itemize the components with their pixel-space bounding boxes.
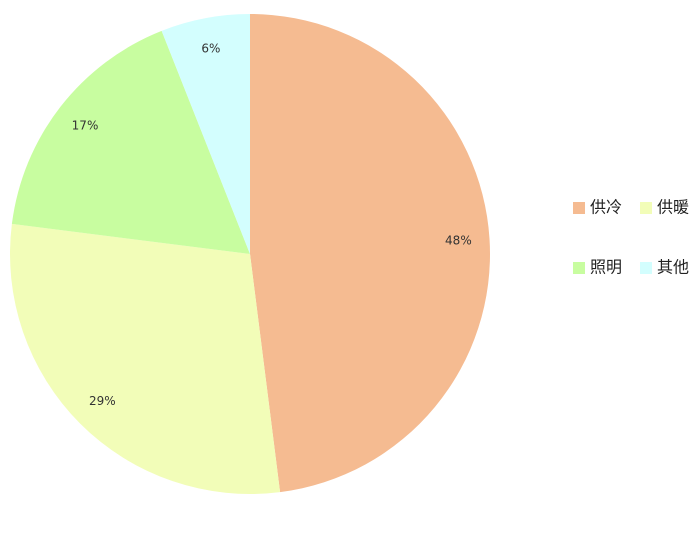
data-label: 48% (445, 233, 472, 247)
legend-swatch (573, 202, 585, 214)
pie-slice (11, 30, 250, 255)
legend-swatch (640, 262, 652, 274)
legend-swatch (573, 262, 585, 274)
pie-slice (10, 223, 281, 495)
data-label: 6% (201, 41, 220, 55)
legend-label: 照明 (590, 258, 622, 277)
legend-label: 其他 (657, 258, 689, 277)
pie-slice (161, 13, 250, 254)
data-label: 29% (89, 394, 116, 408)
legend-swatch (640, 202, 652, 214)
data-label: 17% (72, 119, 99, 133)
legend-label: 供暖 (657, 198, 689, 217)
pie-slice (250, 14, 491, 493)
legend-label: 供冷 (590, 198, 622, 217)
